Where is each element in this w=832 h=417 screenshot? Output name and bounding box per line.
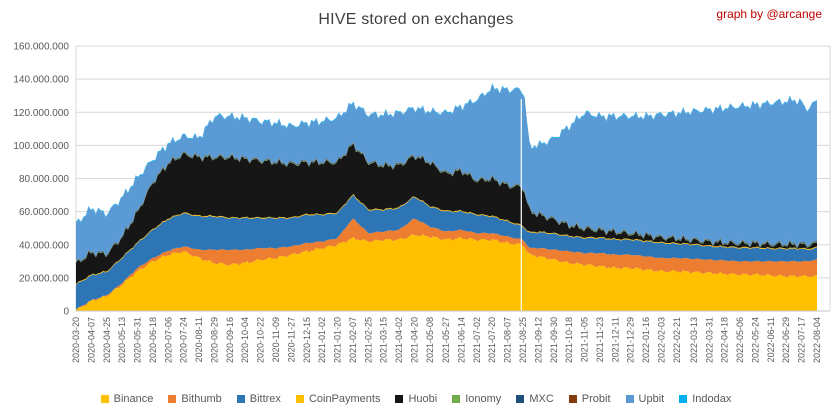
x-tick-label: 2020-06-18 — [148, 317, 158, 363]
x-tick-label: 2022-02-03 — [656, 317, 666, 363]
y-tick-label: 60.000.000 — [19, 207, 69, 218]
x-tick-label: 2020-07-06 — [163, 317, 173, 363]
x-tick-label: 2021-01-02 — [317, 317, 327, 363]
x-tick-label: 2020-08-11 — [194, 317, 204, 362]
x-tick-label: 2020-08-29 — [209, 317, 219, 363]
legend-label-indodax: Indodax — [692, 393, 732, 405]
area-series-upbit — [76, 83, 817, 262]
y-tick-label: 120.000.000 — [13, 108, 69, 119]
credit-text: graph by @arcange — [716, 7, 822, 21]
x-tick-label: 2020-11-09 — [271, 317, 281, 362]
legend-item-huobi: Huobi — [395, 393, 437, 405]
x-tick-label: 2020-05-13 — [117, 317, 127, 363]
legend-label-mxc: MXC — [529, 393, 554, 405]
y-tick-label: 160.000.000 — [13, 42, 69, 53]
x-tick-label: 2022-05-24 — [750, 317, 760, 363]
x-tick-label: 2022-03-31 — [704, 317, 714, 363]
x-tick-label: 2020-10-04 — [240, 317, 250, 363]
legend-swatch-mxc — [516, 395, 525, 403]
x-tick-label: 2020-07-24 — [179, 317, 189, 363]
x-tick-label: 2021-08-07 — [503, 317, 513, 363]
legend-swatch-binance — [100, 395, 109, 403]
x-tick-label: 2021-08-25 — [518, 317, 528, 363]
legend-swatch-coinpayments — [295, 395, 304, 403]
legend-label-upbit: Upbit — [638, 393, 665, 405]
area-series-huobi — [76, 143, 817, 285]
legend-swatch-bittrex — [236, 395, 245, 403]
legend-label-ionomy: Ionomy — [465, 393, 502, 405]
x-tick-label: 2021-07-02 — [472, 317, 482, 363]
legend-item-upbit: Upbit — [625, 393, 665, 405]
legend-label-bithumb: Bithumb — [181, 393, 222, 405]
x-tick-label: 2020-09-16 — [225, 317, 235, 363]
legend-item-mxc: MXC — [516, 393, 554, 405]
x-tick-label: 2021-02-25 — [363, 317, 373, 363]
legend-swatch-probit — [568, 395, 577, 403]
legend: Binance Bithumb Bittrex CoinPayments Huobi Io… — [0, 388, 832, 410]
legend-swatch-indodax — [679, 395, 688, 403]
x-tick-label: 2021-09-12 — [533, 317, 543, 363]
area-series-binance — [76, 234, 817, 311]
legend-item-coinpayments: CoinPayments — [295, 393, 381, 405]
legend-item-ionomy: Ionomy — [452, 393, 501, 405]
y-tick-label: 100.000.000 — [13, 141, 69, 152]
x-tick-label: 2021-04-02 — [394, 317, 404, 363]
y-tick-label: 0 — [63, 307, 69, 318]
area-series-bittrex — [76, 194, 817, 310]
x-tick-label: 2021-05-27 — [441, 317, 451, 363]
x-tick-label: 2022-02-21 — [672, 317, 682, 363]
x-tick-label: 2021-09-30 — [549, 317, 559, 363]
x-tick-label: 2022-06-11 — [766, 317, 776, 362]
legend-item-bittrex: Bittrex — [236, 393, 281, 405]
x-tick-label: 2021-04-20 — [409, 317, 419, 363]
x-tick-label: 2021-11-05 — [580, 317, 590, 362]
x-tick-label: 2022-03-13 — [689, 317, 699, 363]
y-tick-label: 80.000.000 — [19, 174, 69, 185]
legend-label-binance: Binance — [113, 393, 154, 405]
legend-label-probit: Probit — [581, 393, 611, 405]
legend-label-huobi: Huobi — [408, 393, 438, 405]
x-tick-label: 2021-10-18 — [564, 317, 574, 363]
x-tick-label: 2022-08-04 — [812, 317, 822, 363]
x-tick-label: 2022-04-18 — [720, 317, 730, 363]
x-tick-label: 2020-05-31 — [133, 317, 143, 363]
x-tick-label: 2021-11-23 — [595, 317, 605, 362]
x-tick-label: 2021-01-20 — [333, 317, 343, 363]
y-tick-label: 140.000.000 — [13, 75, 69, 86]
x-tick-label: 2020-11-27 — [286, 317, 296, 362]
area-series-bithumb — [76, 218, 817, 311]
chart-title: HIVE stored on exchanges — [318, 11, 514, 28]
x-tick-label: 2021-12-29 — [626, 317, 636, 363]
legend-swatch-ionomy — [452, 395, 461, 403]
legend-label-bittrex: Bittrex — [249, 393, 281, 405]
x-tick-label: 2021-05-08 — [425, 317, 435, 363]
x-tick-label: 2021-12-11 — [610, 317, 620, 362]
x-tick-label: 2021-02-07 — [348, 317, 358, 363]
legend-item-binance: Binance — [100, 393, 154, 405]
legend-swatch-bithumb — [168, 395, 177, 403]
legend-item-bithumb: Bithumb — [168, 393, 222, 405]
x-tick-label: 2020-03-20 — [71, 317, 81, 363]
x-tick-label: 2022-07-17 — [797, 317, 807, 363]
legend-swatch-upbit — [625, 395, 634, 403]
x-tick-label: 2021-03-15 — [379, 317, 389, 363]
x-tick-label: 2022-01-16 — [641, 317, 651, 363]
legend-swatch-huobi — [395, 395, 404, 403]
legend-label-coinpayments: CoinPayments — [308, 393, 381, 405]
x-tick-label: 2020-04-25 — [102, 317, 112, 363]
legend-item-probit: Probit — [568, 393, 611, 405]
y-tick-label: 20.000.000 — [19, 273, 69, 284]
x-tick-label: 2021-06-14 — [456, 317, 466, 363]
x-tick-label: 2022-05-06 — [735, 317, 745, 363]
area-series-indodax — [76, 83, 817, 223]
x-tick-label: 2022-06-29 — [781, 317, 791, 363]
x-tick-label: 2020-04-07 — [86, 317, 96, 363]
x-tick-label: 2020-12-15 — [302, 317, 312, 363]
x-tick-label: 2021-07-20 — [487, 317, 497, 363]
legend-item-indodax: Indodax — [679, 393, 731, 405]
y-tick-label: 40.000.000 — [19, 240, 69, 251]
x-tick-label: 2020-10-22 — [256, 317, 266, 363]
